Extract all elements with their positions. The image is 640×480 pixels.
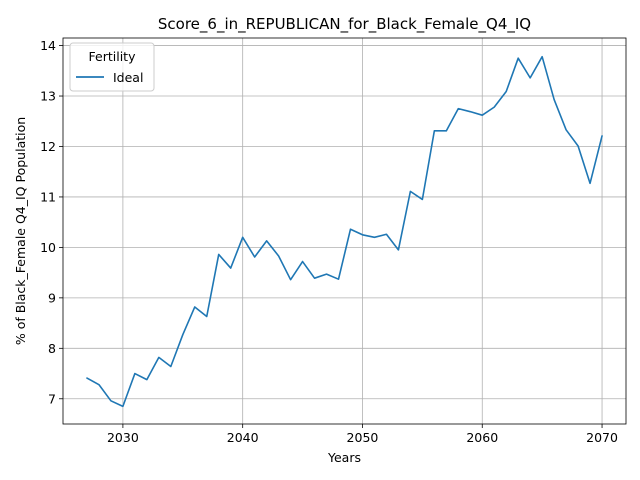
plot-frame [62,37,627,425]
legend-entry-ideal: Ideal [113,70,143,85]
y-tick-label: 7 [48,391,56,406]
y-tick-label: 11 [40,189,56,204]
grid-layer [63,38,626,424]
x-tick-label: 2030 [107,430,139,445]
y-axis-label: % of Black_Female Q4_IQ Population [13,117,28,345]
y-tick-label: 13 [40,89,56,104]
legend: Fertility Ideal [69,42,155,92]
series-line-ideal [86,55,603,408]
series-layer [86,55,603,408]
x-tick-label: 2070 [586,430,618,445]
y-tick-label: 9 [48,290,56,305]
y-tick-label: 10 [40,240,56,255]
y-tick-label: 8 [48,341,56,356]
x-axis-label: Years [327,450,361,465]
chart-title: Score_6_in_REPUBLICAN_for_Black_Female_Q… [158,15,531,34]
tick-layer: 2030 2040 2050 2060 2070 7 8 9 10 11 12 13 14 [40,38,618,445]
x-tick-label: 2060 [466,430,498,445]
y-tick-label: 14 [40,38,56,53]
legend-title: Fertility [89,49,137,64]
x-tick-label: 2050 [347,430,379,445]
legend-box [69,42,155,92]
x-tick-label: 2040 [227,430,259,445]
y-tick-label: 12 [40,139,56,154]
